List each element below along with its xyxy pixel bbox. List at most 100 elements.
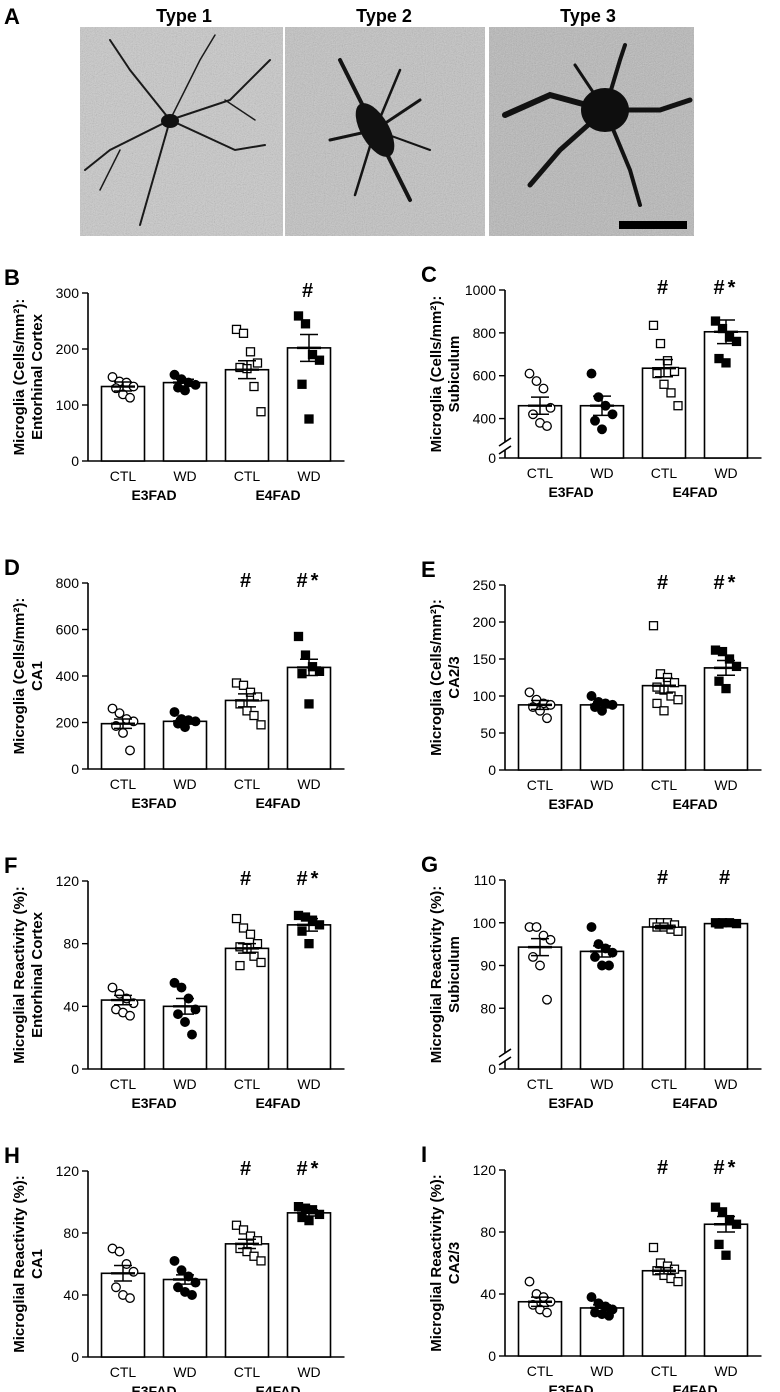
significance-marker: #*: [297, 570, 322, 592]
y-tick-label: 250: [473, 577, 497, 593]
microglia-soma: [581, 88, 629, 132]
data-point: [524, 1276, 535, 1287]
data-point: [659, 706, 669, 716]
data-point: [648, 320, 659, 331]
group-label: E4FAD: [672, 796, 717, 812]
group-label: E3FAD: [131, 487, 176, 503]
x-tick-label: CTL: [234, 1076, 261, 1092]
y-tick-label: 0: [71, 1349, 79, 1365]
y-tick-label: 0: [71, 453, 79, 469]
data-point: [538, 930, 549, 941]
micrograph-panel: A Type 1 Type 2: [4, 4, 694, 236]
x-tick-label: WD: [714, 1363, 737, 1379]
y-axis-label-line: Microglial Reactivity (%):: [428, 1174, 445, 1352]
micrograph-type-1: Type 1: [80, 6, 283, 236]
data-point: [528, 952, 538, 962]
x-tick-label: WD: [173, 1364, 196, 1380]
data-point: [717, 646, 728, 657]
y-tick-label: 1000: [465, 282, 496, 298]
data-point: [304, 1215, 314, 1226]
data-point: [176, 982, 187, 993]
data-point: [655, 338, 666, 349]
group-label: E3FAD: [131, 1095, 176, 1111]
data-point: [673, 1276, 683, 1287]
data-point: [249, 381, 259, 392]
group-label: E3FAD: [131, 1383, 176, 1392]
y-tick-label: 300: [56, 285, 80, 301]
data-point: [731, 336, 742, 347]
bar: [286, 666, 332, 770]
panel-label: F: [4, 853, 17, 878]
y-tick-label: 0: [488, 762, 496, 778]
data-point: [542, 713, 552, 724]
data-point: [249, 710, 259, 721]
group-label: E3FAD: [548, 1095, 593, 1111]
significance-marker: #: [657, 277, 671, 299]
y-axis-label-line: Microglial Reactivity (%):: [11, 886, 28, 1064]
x-tick-label: WD: [297, 1364, 320, 1380]
data-point: [297, 669, 307, 679]
y-axis-label-line: CA2/3: [446, 1242, 463, 1285]
panel-label: C: [421, 262, 437, 287]
panel-label: G: [421, 852, 438, 877]
significance-marker: #*: [297, 1158, 322, 1180]
x-tick-label: WD: [714, 1076, 737, 1092]
data-point: [542, 421, 552, 432]
significance-marker: #*: [714, 572, 739, 594]
data-point: [586, 922, 597, 932]
data-point: [731, 661, 742, 672]
group-label: E4FAD: [672, 1382, 717, 1392]
data-point: [531, 376, 542, 387]
data-point: [714, 676, 724, 686]
data-point: [304, 699, 314, 709]
x-tick-label: WD: [297, 1076, 320, 1092]
x-tick-label: CTL: [110, 776, 137, 792]
significance-marker: #: [657, 572, 671, 594]
data-point: [173, 1282, 183, 1293]
y-axis-label-line: Microglia (Cells/mm²):: [11, 299, 28, 456]
data-point: [721, 1250, 731, 1260]
y-tick-label: 150: [473, 651, 497, 667]
micrograph-type-3: Type 3: [489, 6, 694, 236]
y-tick-label: 800: [473, 325, 497, 341]
data-point: [604, 1310, 614, 1321]
significance-marker: #: [240, 570, 254, 592]
y-tick-label: 100: [473, 915, 497, 931]
x-tick-label: CTL: [110, 468, 137, 484]
data-point: [111, 1282, 121, 1293]
data-point: [293, 311, 304, 321]
data-point: [607, 409, 618, 420]
data-point: [545, 934, 556, 945]
data-point: [586, 691, 597, 701]
group-label: E4FAD: [255, 1095, 300, 1111]
data-point: [300, 650, 311, 660]
y-axis-label-line: Entorhinal Cortex: [29, 313, 46, 440]
x-tick-label: CTL: [234, 468, 261, 484]
x-tick-label: WD: [173, 468, 196, 484]
microglia-soma: [355, 103, 395, 157]
data-point: [249, 951, 259, 961]
data-point: [169, 977, 180, 988]
data-point: [666, 388, 676, 398]
data-point: [542, 994, 552, 1005]
y-tick-label: 200: [56, 715, 80, 731]
panel-label: I: [421, 1142, 427, 1167]
y-tick-label: 110: [474, 872, 497, 888]
y-tick-label: 120: [473, 1162, 497, 1178]
x-tick-label: CTL: [651, 1076, 678, 1092]
data-point: [531, 922, 542, 932]
y-axis-label-line: Subiculum: [446, 936, 463, 1013]
y-tick-label: 0: [488, 450, 496, 466]
y-tick-label: 80: [480, 1000, 496, 1016]
significance-marker: #: [240, 1158, 254, 1180]
micrograph-type-2: Type 2: [285, 6, 485, 236]
significance-marker: #: [240, 868, 254, 890]
data-point: [245, 929, 256, 939]
group-label: E3FAD: [131, 795, 176, 811]
data-point: [235, 960, 245, 971]
y-axis-label-line: CA1: [29, 661, 46, 691]
data-point: [300, 319, 311, 329]
data-point: [125, 745, 135, 756]
data-point: [659, 379, 669, 389]
